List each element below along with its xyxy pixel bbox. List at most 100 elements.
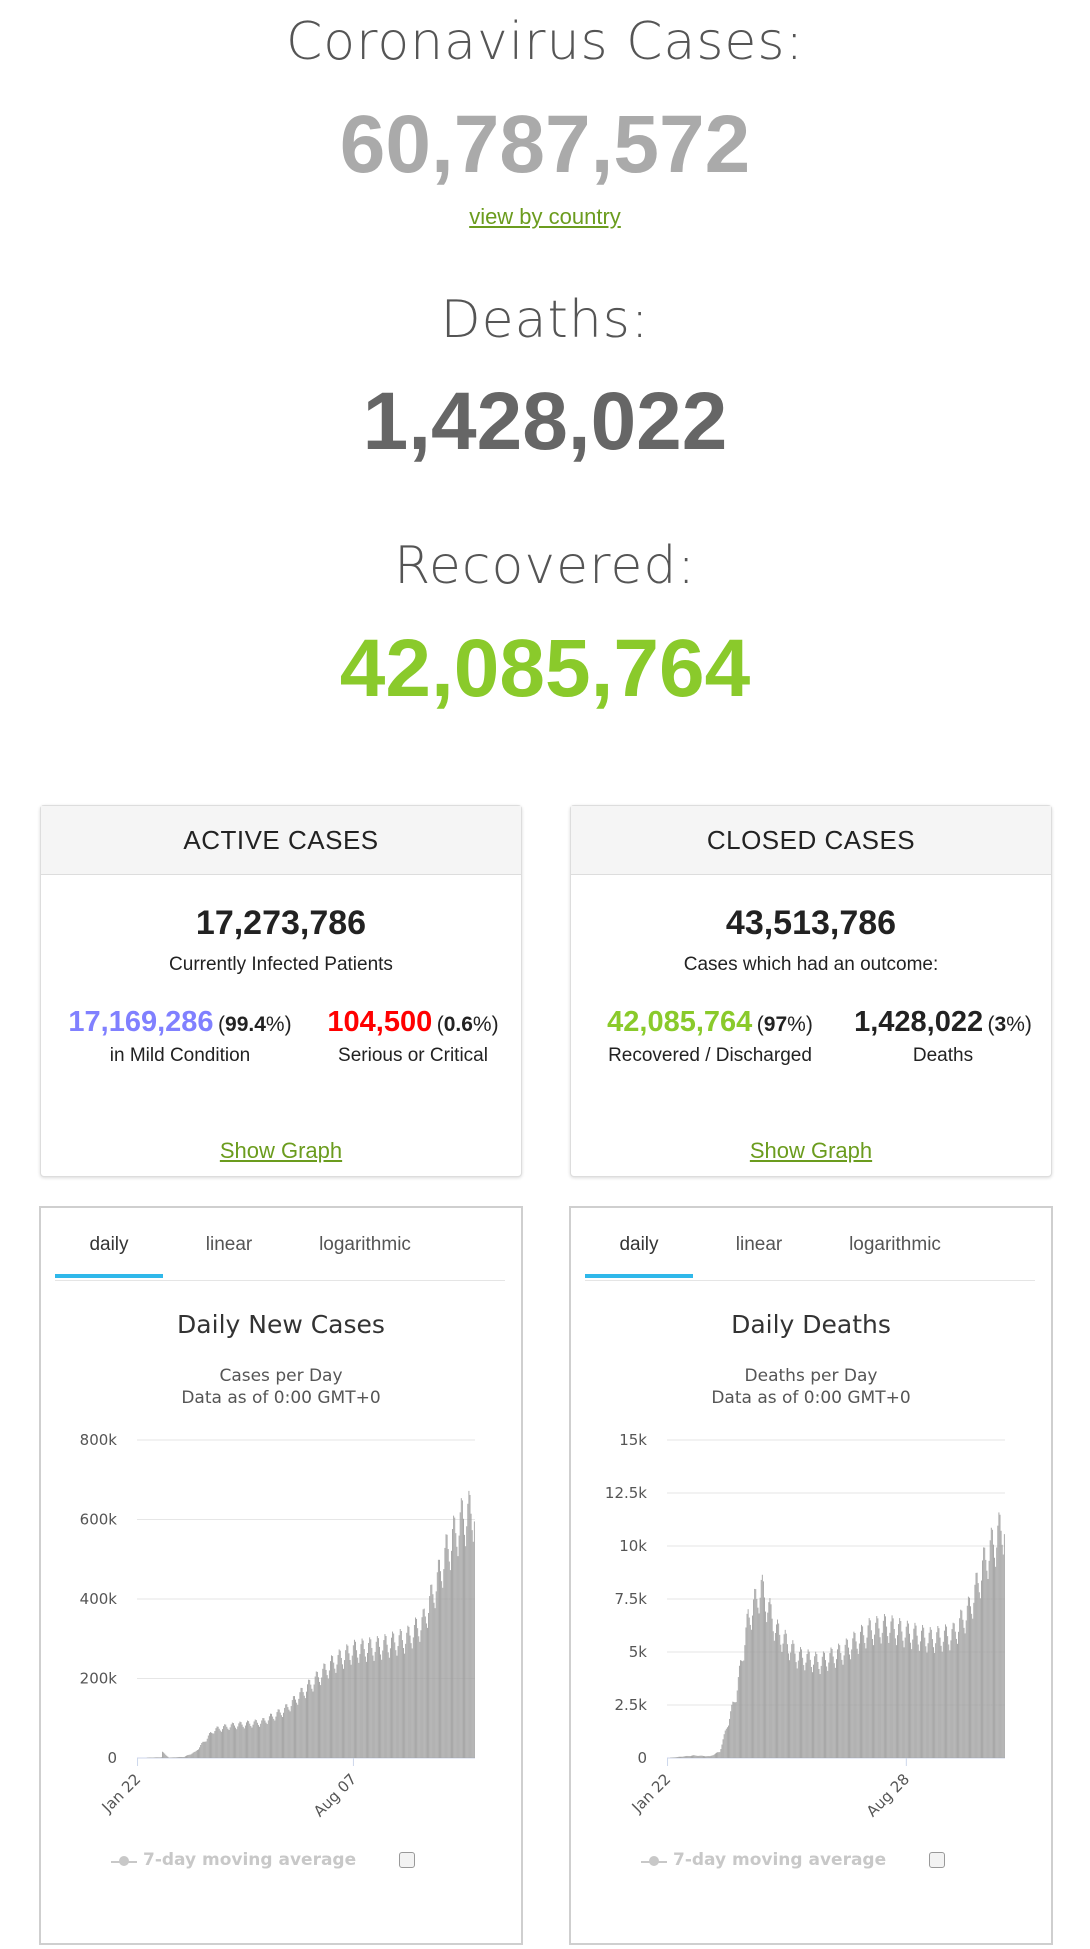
chart-bar (457, 1556, 459, 1758)
chart-bar (355, 1641, 356, 1758)
chart-bar (177, 1757, 179, 1758)
y-tick-label: 0 (107, 1749, 117, 1767)
closed-show-graph-link[interactable]: Show Graph (749, 1138, 873, 1163)
chart-bar (924, 1637, 926, 1758)
chart-bar (854, 1633, 856, 1758)
closed-deaths-label: Deaths (912, 1045, 974, 1066)
chart-bar (200, 1744, 202, 1758)
chart-bar (892, 1618, 894, 1758)
chart-bar (422, 1609, 424, 1758)
chart-bar (222, 1729, 223, 1758)
chart-bar (893, 1629, 895, 1758)
chart-bar (783, 1634, 785, 1758)
chart-bar (911, 1649, 913, 1758)
chart-bar (901, 1631, 903, 1758)
recovered-number-block: 42,085,764 (0, 622, 1090, 716)
chart-bar (812, 1672, 813, 1758)
legend-moving-average[interactable]: 7-day moving average (143, 1850, 357, 1870)
chart-bar (382, 1650, 384, 1758)
chart-bar (179, 1756, 181, 1758)
legend-moving-average[interactable]: 7-day moving average (673, 1850, 887, 1870)
chart-bar (801, 1649, 803, 1758)
y-tick-label: 7.5k (614, 1590, 647, 1608)
chart-bar (700, 1755, 702, 1758)
chart-bar (754, 1588, 756, 1758)
chart-bar (802, 1657, 804, 1758)
chart-bar (473, 1521, 475, 1758)
chart-bar (276, 1712, 278, 1758)
chart-bar (157, 1757, 159, 1758)
chart-bar (914, 1622, 916, 1758)
chart-bar (781, 1651, 783, 1758)
chart-bar (819, 1674, 821, 1758)
chart-bar (234, 1725, 235, 1758)
chart-bar (186, 1755, 187, 1758)
tab-daily[interactable]: daily (585, 1228, 693, 1278)
chart-subtitle: Cases per Day (219, 1366, 343, 1386)
legend-checkbox[interactable] (399, 1852, 415, 1868)
chart-bar (435, 1591, 437, 1758)
tab-logarithmic[interactable]: logarithmic (849, 1234, 941, 1255)
chart-bar (230, 1724, 232, 1758)
chart-bar (913, 1628, 915, 1758)
chart-bar (897, 1635, 898, 1758)
chart-bar (673, 1757, 675, 1758)
chart-bar (929, 1627, 931, 1758)
tab-linear[interactable]: linear (205, 1234, 253, 1255)
chart-bar (443, 1569, 445, 1758)
chart-bar (962, 1619, 964, 1758)
chart-bar (874, 1634, 876, 1758)
tab-linear[interactable]: linear (735, 1234, 783, 1255)
chart-bar (434, 1608, 436, 1758)
active-show-graph-wrap: Show Graph (41, 1138, 521, 1164)
chart-bar (268, 1716, 270, 1758)
chart-bar (825, 1660, 826, 1758)
chart-bar (253, 1721, 255, 1758)
chart-bar (705, 1756, 707, 1758)
closed-cases-total: 43,513,786 (725, 904, 897, 942)
chart-bar (918, 1650, 920, 1758)
mild-condition-cell: 17,169,286 (99.4%) in Mild Condition (55, 1006, 305, 1067)
tab-logarithmic[interactable]: logarithmic (319, 1234, 411, 1255)
chart-bar (984, 1547, 986, 1758)
chart-bar (886, 1626, 888, 1758)
chart-bar (762, 1581, 764, 1758)
chart-bar (238, 1723, 240, 1758)
chart-bar (454, 1517, 456, 1758)
chart-bar (310, 1684, 312, 1758)
tab-daily[interactable]: daily (55, 1228, 163, 1278)
active-show-graph-link[interactable]: Show Graph (219, 1138, 343, 1163)
chart-bar (317, 1677, 319, 1758)
chart-bar (466, 1526, 468, 1758)
legend-checkbox[interactable] (929, 1852, 945, 1868)
chart-bar (1003, 1534, 1005, 1758)
chart-bar (174, 1757, 175, 1758)
chart-bar (753, 1599, 755, 1758)
chart-bar (790, 1652, 792, 1758)
closed-recovered-percent: (97%) (756, 1013, 813, 1036)
view-by-country-link[interactable]: view by country (469, 204, 621, 229)
chart-bar (370, 1639, 372, 1758)
chart-bar (814, 1656, 816, 1758)
chart-bar (344, 1660, 346, 1758)
chart-bar (798, 1651, 800, 1758)
chart-bar (159, 1757, 161, 1758)
chart-bar (312, 1691, 314, 1758)
chart-bar (308, 1679, 310, 1758)
chart-bar (948, 1644, 950, 1758)
chart-bar (840, 1653, 842, 1758)
chart-bar (300, 1687, 302, 1758)
chart-bar (295, 1699, 296, 1758)
chart-bar (322, 1668, 324, 1758)
chart-bar (827, 1670, 829, 1758)
critical-percent: (0.6%) (436, 1013, 499, 1036)
closed-recovered-count: 42,085,764 (607, 1006, 753, 1038)
chart-bar (353, 1639, 355, 1758)
chart-bar (357, 1657, 359, 1758)
chart-bar (411, 1648, 413, 1758)
deaths-block: Deaths: (0, 290, 1090, 350)
chart-bar (331, 1655, 332, 1758)
chart-bar (323, 1663, 325, 1758)
chart-bar (677, 1756, 679, 1758)
chart-bar (861, 1624, 862, 1758)
